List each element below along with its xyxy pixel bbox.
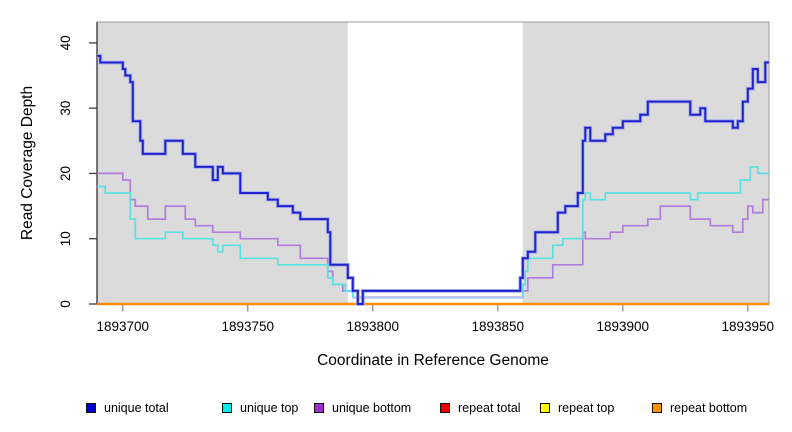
- legend-item-unique-top: unique top: [222, 401, 298, 415]
- x-axis-title: Coordinate in Reference Genome: [317, 352, 549, 369]
- y-tick-label: 40: [58, 35, 73, 50]
- legend-label: repeat top: [558, 401, 615, 415]
- x-tick-label: 1893800: [346, 319, 399, 334]
- y-tick-label: 0: [58, 300, 73, 308]
- legend-label: repeat total: [458, 401, 521, 415]
- legend: unique total unique top unique bottom repea…: [0, 401, 792, 419]
- legend-label: repeat bottom: [670, 401, 748, 415]
- legend-item-repeat-bottom: repeat bottom: [652, 401, 747, 415]
- legend-label: unique top: [240, 401, 299, 415]
- legend-item-repeat-total: repeat total: [440, 401, 521, 415]
- legend-swatch-icon: [652, 403, 662, 413]
- series-line-unique-total: [97, 54, 769, 305]
- legend-item-unique-bottom: unique bottom: [314, 401, 411, 415]
- legend-item-repeat-top: repeat top: [540, 401, 614, 415]
- legend-label: unique total: [104, 401, 169, 415]
- x-tick-label: 1893700: [96, 319, 149, 334]
- legend-swatch-icon: [440, 403, 450, 413]
- legend-label: unique bottom: [332, 401, 412, 415]
- y-tick-label: 30: [58, 101, 73, 116]
- x-tick-label: 1893750: [221, 319, 274, 334]
- y-tick-label: 20: [58, 166, 73, 181]
- x-tick-label: 1893900: [596, 319, 649, 334]
- legend-swatch-icon: [86, 403, 96, 413]
- x-tick-label: 1893950: [721, 319, 774, 334]
- legend-item-unique-total: unique total: [86, 401, 169, 415]
- highlight-region: [347, 22, 523, 304]
- legend-swatch-icon: [222, 403, 232, 413]
- y-tick-label: 10: [58, 231, 73, 246]
- legend-swatch-icon: [314, 403, 324, 413]
- x-tick-label: 1893850: [471, 319, 524, 334]
- legend-swatch-icon: [540, 403, 550, 413]
- y-axis-title: Read Coverage Depth: [19, 85, 36, 241]
